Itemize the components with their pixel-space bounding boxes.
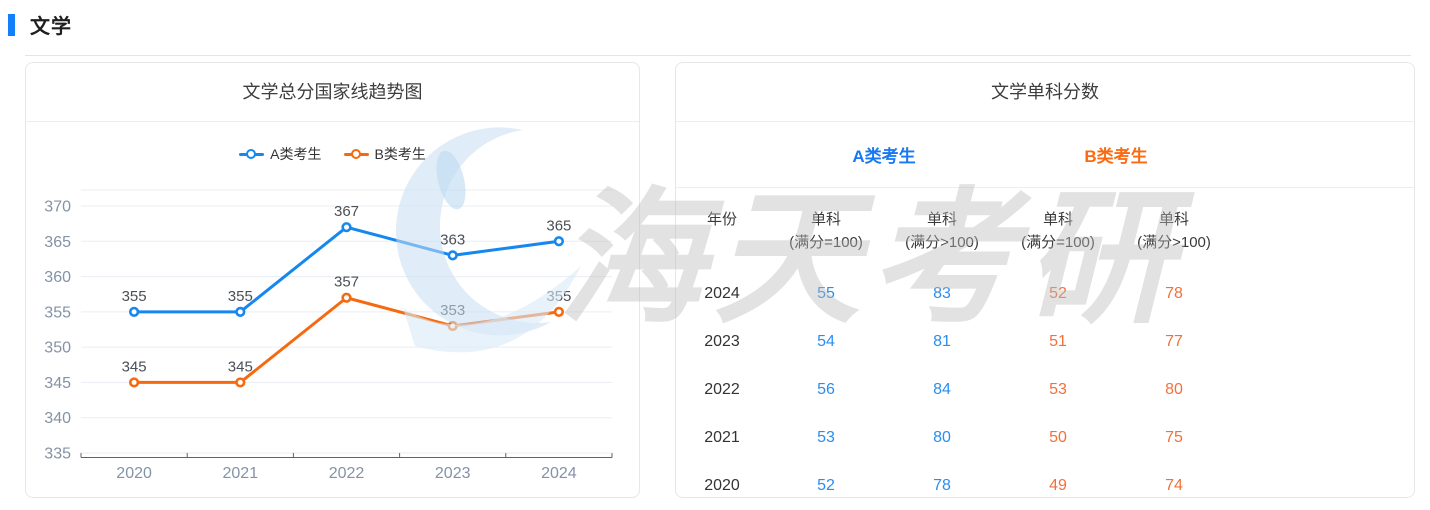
table-row: 2020 52 78 49 74 bbox=[676, 462, 1414, 510]
svg-text:2020: 2020 bbox=[116, 465, 152, 482]
legend-label: A类考生 bbox=[270, 146, 322, 162]
accent-bar-icon bbox=[8, 13, 15, 36]
column-header-a-sub1: 单科 (满分=100) bbox=[789, 211, 863, 251]
score-cell: 84 bbox=[933, 380, 951, 398]
svg-text:2024: 2024 bbox=[541, 465, 577, 482]
svg-text:335: 335 bbox=[44, 446, 71, 463]
column-header-filler bbox=[1232, 188, 1414, 270]
year-cell: 2020 bbox=[704, 476, 740, 494]
svg-text:2022: 2022 bbox=[329, 465, 365, 482]
legend-marker-icon bbox=[239, 148, 265, 159]
svg-text:365: 365 bbox=[546, 217, 571, 234]
score-cell: 78 bbox=[1165, 284, 1183, 302]
chart-legend: A类考生 B类考生 bbox=[26, 144, 639, 164]
score-cell: 52 bbox=[1049, 284, 1067, 302]
table-row: 2021 53 80 50 75 bbox=[676, 414, 1414, 462]
svg-text:345: 345 bbox=[44, 375, 71, 392]
score-table: A类考生 B类考生 年份 单科 (满分=100) 单科 (满分>100) 单科 … bbox=[676, 122, 1414, 510]
svg-text:345: 345 bbox=[228, 358, 253, 375]
score-cell: 74 bbox=[1165, 476, 1183, 494]
column-header-b-sub2: 单科 (满分>100) bbox=[1137, 211, 1211, 251]
score-cell: 52 bbox=[817, 476, 835, 494]
trend-panel: 文学总分国家线趋势图 A类考生 B类考生 335 340 345 350 355 360 36… bbox=[25, 62, 640, 498]
legend-label: B类考生 bbox=[374, 146, 426, 162]
year-cell: 2023 bbox=[704, 332, 740, 350]
table-row: 2023 54 81 51 77 bbox=[676, 318, 1414, 366]
score-cell: 56 bbox=[817, 380, 835, 398]
score-cell: 80 bbox=[933, 428, 951, 446]
column-header-b-sub1: 单科 (满分=100) bbox=[1021, 211, 1095, 251]
year-cell: 2024 bbox=[704, 284, 740, 302]
score-panel-title: 文学单科分数 bbox=[676, 63, 1414, 122]
score-cell: 53 bbox=[817, 428, 835, 446]
svg-text:355: 355 bbox=[44, 304, 71, 321]
group-header-a: A类考生 bbox=[768, 122, 1000, 188]
trend-chart[interactable]: A类考生 B类考生 335 340 345 350 355 360 365 370 2020 202… bbox=[26, 122, 639, 498]
svg-text:365: 365 bbox=[44, 234, 71, 251]
column-header-year: 年份 bbox=[706, 211, 737, 228]
section-header: 文学 bbox=[8, 10, 72, 39]
score-cell: 53 bbox=[1049, 380, 1067, 398]
score-cell: 78 bbox=[933, 476, 951, 494]
legend-item-series-b[interactable]: B类考生 bbox=[343, 144, 426, 164]
score-cell: 51 bbox=[1049, 332, 1067, 350]
svg-text:367: 367 bbox=[334, 203, 359, 220]
svg-text:363: 363 bbox=[440, 231, 465, 248]
svg-text:355: 355 bbox=[122, 288, 147, 305]
svg-text:2021: 2021 bbox=[223, 465, 259, 482]
score-cell: 50 bbox=[1049, 428, 1067, 446]
svg-text:2023: 2023 bbox=[435, 465, 471, 482]
table-row: 2022 56 84 53 80 bbox=[676, 366, 1414, 414]
legend-item-series-a[interactable]: A类考生 bbox=[239, 144, 322, 164]
score-cell: 54 bbox=[817, 332, 835, 350]
svg-text:340: 340 bbox=[44, 410, 71, 427]
score-panel: 文学单科分数 A类考生 B类考生 年份 单科 (满分=100) 单科 (满分 bbox=[675, 62, 1415, 498]
table-row: 2024 55 83 52 78 bbox=[676, 270, 1414, 318]
svg-text:370: 370 bbox=[44, 199, 71, 216]
svg-text:355: 355 bbox=[546, 288, 571, 305]
header-divider bbox=[25, 55, 1411, 56]
group-header-filler bbox=[1232, 122, 1414, 188]
svg-text:360: 360 bbox=[44, 269, 71, 286]
group-header-b: B类考生 bbox=[1000, 122, 1232, 188]
year-cell: 2021 bbox=[704, 428, 740, 446]
score-cell: 49 bbox=[1049, 476, 1067, 494]
score-cell: 77 bbox=[1165, 332, 1183, 350]
score-cell: 83 bbox=[933, 284, 951, 302]
legend-marker-icon bbox=[343, 148, 369, 159]
svg-text:353: 353 bbox=[440, 302, 465, 319]
page-title: 文学 bbox=[30, 16, 72, 38]
group-header-spacer bbox=[676, 122, 768, 188]
svg-text:355: 355 bbox=[228, 288, 253, 305]
score-cell: 75 bbox=[1165, 428, 1183, 446]
year-cell: 2022 bbox=[704, 380, 740, 398]
column-header-row: 年份 单科 (满分=100) 单科 (满分>100) 单科 (满分=100) 单… bbox=[676, 188, 1414, 270]
svg-text:345: 345 bbox=[122, 358, 147, 375]
column-header-a-sub2: 单科 (满分>100) bbox=[905, 211, 979, 251]
svg-text:357: 357 bbox=[334, 274, 359, 291]
trend-chart-canvas[interactable]: 335 340 345 350 355 360 365 370 2020 2021 2022 2023… bbox=[26, 122, 639, 498]
trend-panel-title: 文学总分国家线趋势图 bbox=[26, 63, 639, 122]
score-cell: 80 bbox=[1165, 380, 1183, 398]
score-cell: 55 bbox=[817, 284, 835, 302]
svg-text:350: 350 bbox=[44, 340, 71, 357]
score-cell: 81 bbox=[933, 332, 951, 350]
group-header-row: A类考生 B类考生 bbox=[676, 122, 1414, 188]
